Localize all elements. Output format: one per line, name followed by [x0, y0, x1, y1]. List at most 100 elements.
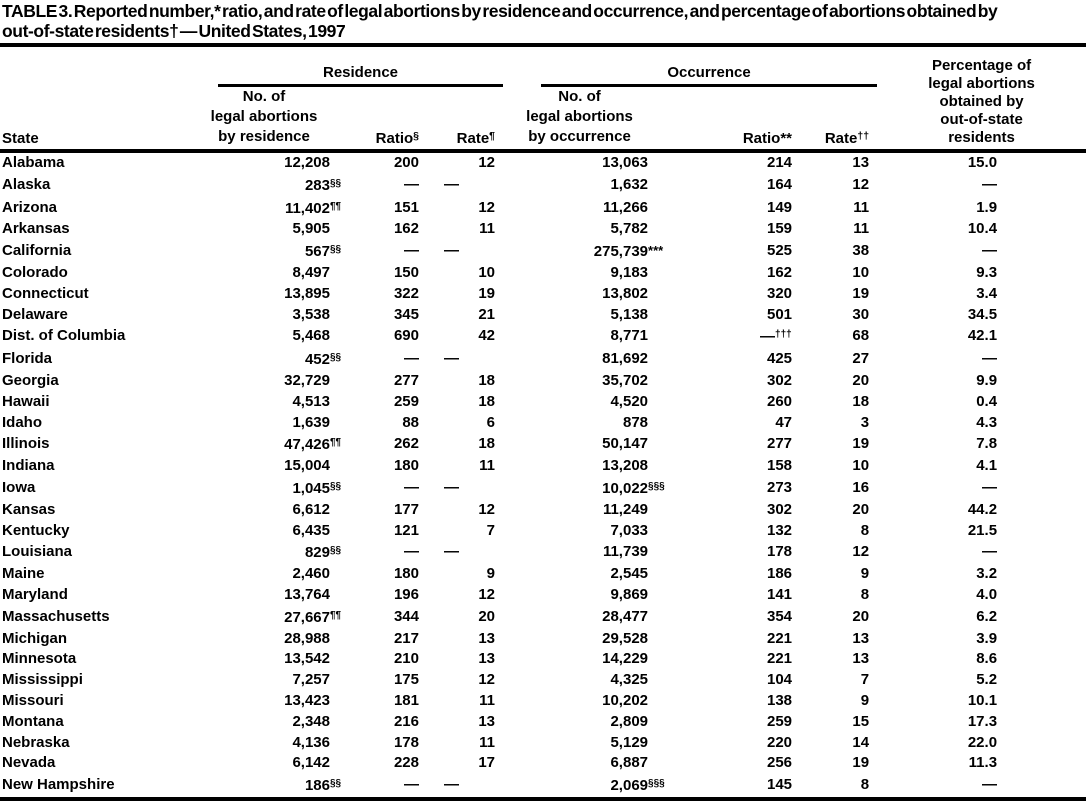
- column-header-occurrence-ratio: Ratio**: [656, 87, 801, 153]
- cell-pct: 10.4: [967, 220, 998, 238]
- cell-res_n: 28,988: [284, 629, 330, 647]
- cell-res_n: 13,895: [284, 284, 330, 302]
- cell-res_rate: 12: [478, 585, 496, 603]
- cell-occ_n: 29,528: [602, 629, 649, 647]
- cell-res_rate: 21: [478, 305, 496, 323]
- cell-res_n: 13,764: [284, 585, 330, 603]
- cell-res_rate: —: [444, 543, 460, 561]
- table-row: Minnesota 13,542 210 13 14,229 221 13 8.6: [0, 649, 1086, 670]
- cell-res_ratio: 150: [393, 263, 419, 281]
- cell-occ_rate: 8: [860, 521, 870, 539]
- cell-occ_n: 13,063: [602, 154, 649, 171]
- cell-occ_rate: 12: [852, 543, 870, 561]
- table-row: Maryland 13,764 196 12 9,869 141 8 4.0: [0, 585, 1086, 606]
- cell-occ_rate: 18: [852, 392, 870, 410]
- cell-occ_rate: 8: [800, 774, 878, 801]
- cell-res_ratio: —: [404, 175, 419, 193]
- cell-occ_n: 9,869: [610, 585, 649, 603]
- cell-res_n: 4,136: [292, 733, 330, 751]
- cell-res_rate: 18: [478, 371, 496, 389]
- cell-res_rate: 12: [478, 671, 496, 689]
- cell-res_ratio: 345: [393, 305, 419, 323]
- cell-occ_ratio: 354: [766, 607, 793, 625]
- cell-occ_n: 5,782: [610, 220, 649, 238]
- cell-pct: —: [982, 543, 998, 561]
- cell-occ_rate: 30: [852, 305, 870, 323]
- cell-res_n: 7,257: [292, 671, 330, 689]
- cell-res_n: 567§§: [304, 243, 342, 261]
- footnote-marker: ¶: [489, 130, 496, 142]
- cell-res_n: 8,497: [292, 263, 330, 281]
- cell-res_ratio: 344: [393, 607, 419, 625]
- cell-res_n: 6,612: [292, 500, 330, 518]
- table-row: Florida 452§§ — — 81,692 425 27 —: [0, 348, 1086, 371]
- cell-res_rate: —: [444, 242, 460, 260]
- cell-occ_n: 4,520: [610, 392, 649, 410]
- cell-pct: 44.2: [967, 500, 998, 518]
- cell-pct: 9.9: [976, 371, 998, 389]
- cell-res_rate: 11: [479, 691, 496, 709]
- table-row: Michigan 28,988 217 13 29,528 221 13 3.9: [0, 629, 1086, 650]
- cell-res_ratio: 690: [393, 327, 419, 345]
- cell-res_ratio: 322: [393, 284, 419, 302]
- cell-occ_rate: 68: [852, 327, 870, 345]
- cell-pct: —: [982, 175, 998, 193]
- cell-res_n: 2,348: [292, 712, 330, 730]
- footnote-marker: §: [413, 130, 419, 142]
- cell-state: Louisiana: [2, 543, 73, 561]
- cell-occ_rate: 38: [852, 242, 870, 260]
- cell-occ_n: 35,702: [602, 371, 649, 389]
- cell-res_rate: 10: [478, 263, 496, 281]
- cell-occ_ratio: 525: [766, 242, 793, 260]
- cell-occ_rate: 7: [860, 671, 870, 689]
- cell-res_rate: 17: [478, 754, 496, 772]
- cell-res_n: 829§§: [304, 544, 342, 562]
- table-row: California 567§§ — — 275,739*** 525 38 —: [0, 240, 1086, 263]
- cell-pct: 11.3: [968, 754, 998, 772]
- table-row: Arkansas 5,905 162 11 5,782 159 11 10.4: [0, 219, 1086, 240]
- group-header-occurrence: Occurrence: [503, 47, 878, 87]
- cell-occ_ratio: 302: [766, 500, 793, 518]
- cell-res_ratio: 196: [393, 585, 419, 603]
- cell-res_ratio: 262: [393, 435, 419, 453]
- cell-occ_n: 10,022§§§: [602, 479, 665, 497]
- cell-occ_n: 28,477: [602, 607, 649, 625]
- cell-occ_ratio: 320: [766, 284, 793, 302]
- page-title: TABLE 3. Reported number,* ratio, and ra…: [0, 0, 1086, 41]
- column-header-residence-ratio: Ratio§: [338, 87, 427, 153]
- cell-res_n: 283§§: [304, 176, 342, 194]
- cell-res_rate: 20: [478, 607, 496, 625]
- column-header-residence-number: No. of legal abortions by residence: [190, 87, 338, 153]
- cell-occ_ratio: —†††: [760, 328, 792, 346]
- cell-res_rate: 7: [486, 521, 496, 539]
- cell-occ_n: 6,887: [610, 754, 649, 772]
- cell-pct: 3.9: [976, 629, 998, 647]
- cell-occ_ratio: 256: [766, 754, 793, 772]
- cell-state: Kansas: [2, 500, 56, 518]
- table-row: Kansas 6,612 177 12 11,249 302 20 44.2: [0, 500, 1086, 521]
- cell-occ_rate: 19: [852, 435, 870, 453]
- cell-pct: 4.1: [976, 457, 998, 475]
- cell-res_ratio: —: [404, 350, 419, 368]
- cell-state: Alaska: [2, 175, 51, 193]
- cell-occ_n: 5,138: [610, 305, 649, 323]
- cell-res_rate: 13: [478, 712, 496, 730]
- cell-occ_n: 7,033: [610, 521, 649, 539]
- column-header-residence-rate: Rate¶: [427, 87, 504, 153]
- table-row: Connecticut 13,895 322 19 13,802 320 19 3.4: [0, 284, 1086, 305]
- cell-res_ratio: 216: [393, 712, 419, 730]
- cell-state: Hawaii: [2, 392, 50, 410]
- cell-pct: 10.1: [967, 691, 998, 709]
- cell-occ_rate: 14: [852, 733, 870, 751]
- cell-res_n: 47,426¶¶: [284, 436, 342, 454]
- cell-occ_rate: 8: [860, 585, 870, 603]
- table-row: Iowa 1,045§§ — — 10,022§§§ 273 16 —: [0, 477, 1086, 500]
- cell-pct: 22.0: [967, 733, 998, 751]
- table-row: Alaska 283§§ — — 1,632 164 12 —: [0, 174, 1086, 197]
- cell-res_ratio: 277: [393, 371, 419, 389]
- cell-res_n: 452§§: [304, 351, 342, 369]
- table-body: Alabama 12,208 200 12 13,063 214 13 15.0 Alaska 2…: [0, 151, 1086, 801]
- cell-occ_n: 11,739: [602, 543, 649, 561]
- cell-pct: 5.2: [976, 671, 998, 689]
- column-header-occurrence-number: No. of legal abortions by occurrence: [503, 87, 657, 153]
